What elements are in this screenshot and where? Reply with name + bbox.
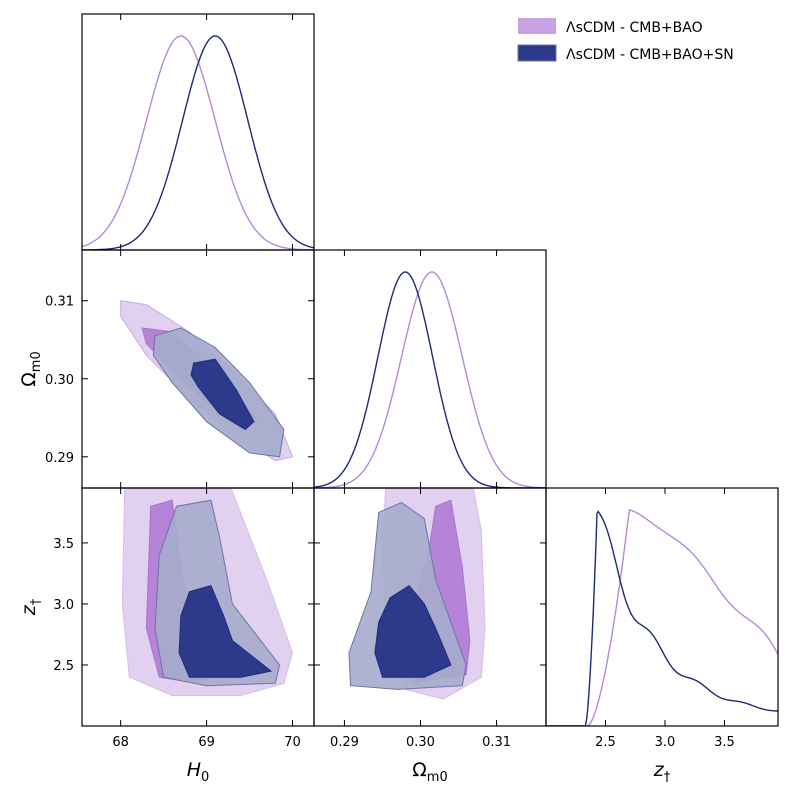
contour-inner-series1 [190, 358, 255, 431]
y-tick-label-zd: 2.5 [53, 659, 74, 674]
x-tick-label-H0: 68 [112, 735, 129, 750]
panel-frame [313, 249, 547, 489]
contour-panel-H0-Om [120, 300, 294, 462]
contour-inner-series1 [178, 584, 273, 678]
marginal-panel-Om [314, 271, 546, 488]
contour-panel-Om-zd [348, 488, 486, 700]
legend-label-series1: ΛsCDM - CMB+BAO+SN [566, 47, 734, 63]
y-tick-label-Om: 0.30 [45, 373, 74, 388]
x-tick-label-zd: 3.5 [714, 735, 735, 750]
x-tick-label-zd: 3.0 [655, 735, 676, 750]
legend-swatch-series0 [518, 18, 556, 34]
x-axis-label-zd: z† [653, 759, 671, 785]
marginal-curve-Om-series1 [314, 271, 546, 488]
x-axis-label-H0: H0 [187, 759, 210, 785]
x-tick-label-H0: 69 [198, 735, 215, 750]
x-tick-label-H0: 70 [284, 735, 301, 750]
contour-panel-H0-zd [121, 488, 294, 696]
y-axis-label-zd: z† [18, 598, 44, 616]
panel-frame [545, 487, 779, 727]
legend: ΛsCDM - CMB+BAO ΛsCDM - CMB+BAO+SN [517, 18, 734, 63]
marginal-panel-zd [546, 509, 778, 726]
y-tick-label-Om: 0.29 [45, 451, 74, 466]
x-tick-label-Om: 0.31 [482, 735, 511, 750]
marginal-curve-zd-series1 [546, 510, 778, 726]
x-tick-label-zd: 2.5 [595, 735, 616, 750]
x-axis-label-Om: Ωm0 [412, 759, 447, 785]
marginal-curve-zd-series0 [546, 509, 778, 726]
marginal-curve-Om-series0 [314, 271, 546, 488]
contour-inner-series1 [374, 584, 452, 678]
y-tick-label-Om: 0.31 [45, 295, 74, 310]
y-axis-label-Om: Ωm0 [18, 351, 44, 386]
panel-frame [81, 13, 315, 251]
marginal-curve-H0-series1 [82, 35, 314, 250]
x-tick-label-Om: 0.30 [406, 735, 435, 750]
legend-label-series0: ΛsCDM - CMB+BAO [566, 20, 703, 36]
legend-swatch-series1 [517, 44, 557, 62]
marginal-curve-H0-series0 [82, 35, 314, 250]
marginal-panel-H0 [82, 35, 314, 250]
x-tick-label-Om: 0.29 [330, 735, 359, 750]
y-tick-label-zd: 3.5 [53, 537, 74, 552]
y-tick-label-zd: 3.0 [53, 598, 74, 613]
